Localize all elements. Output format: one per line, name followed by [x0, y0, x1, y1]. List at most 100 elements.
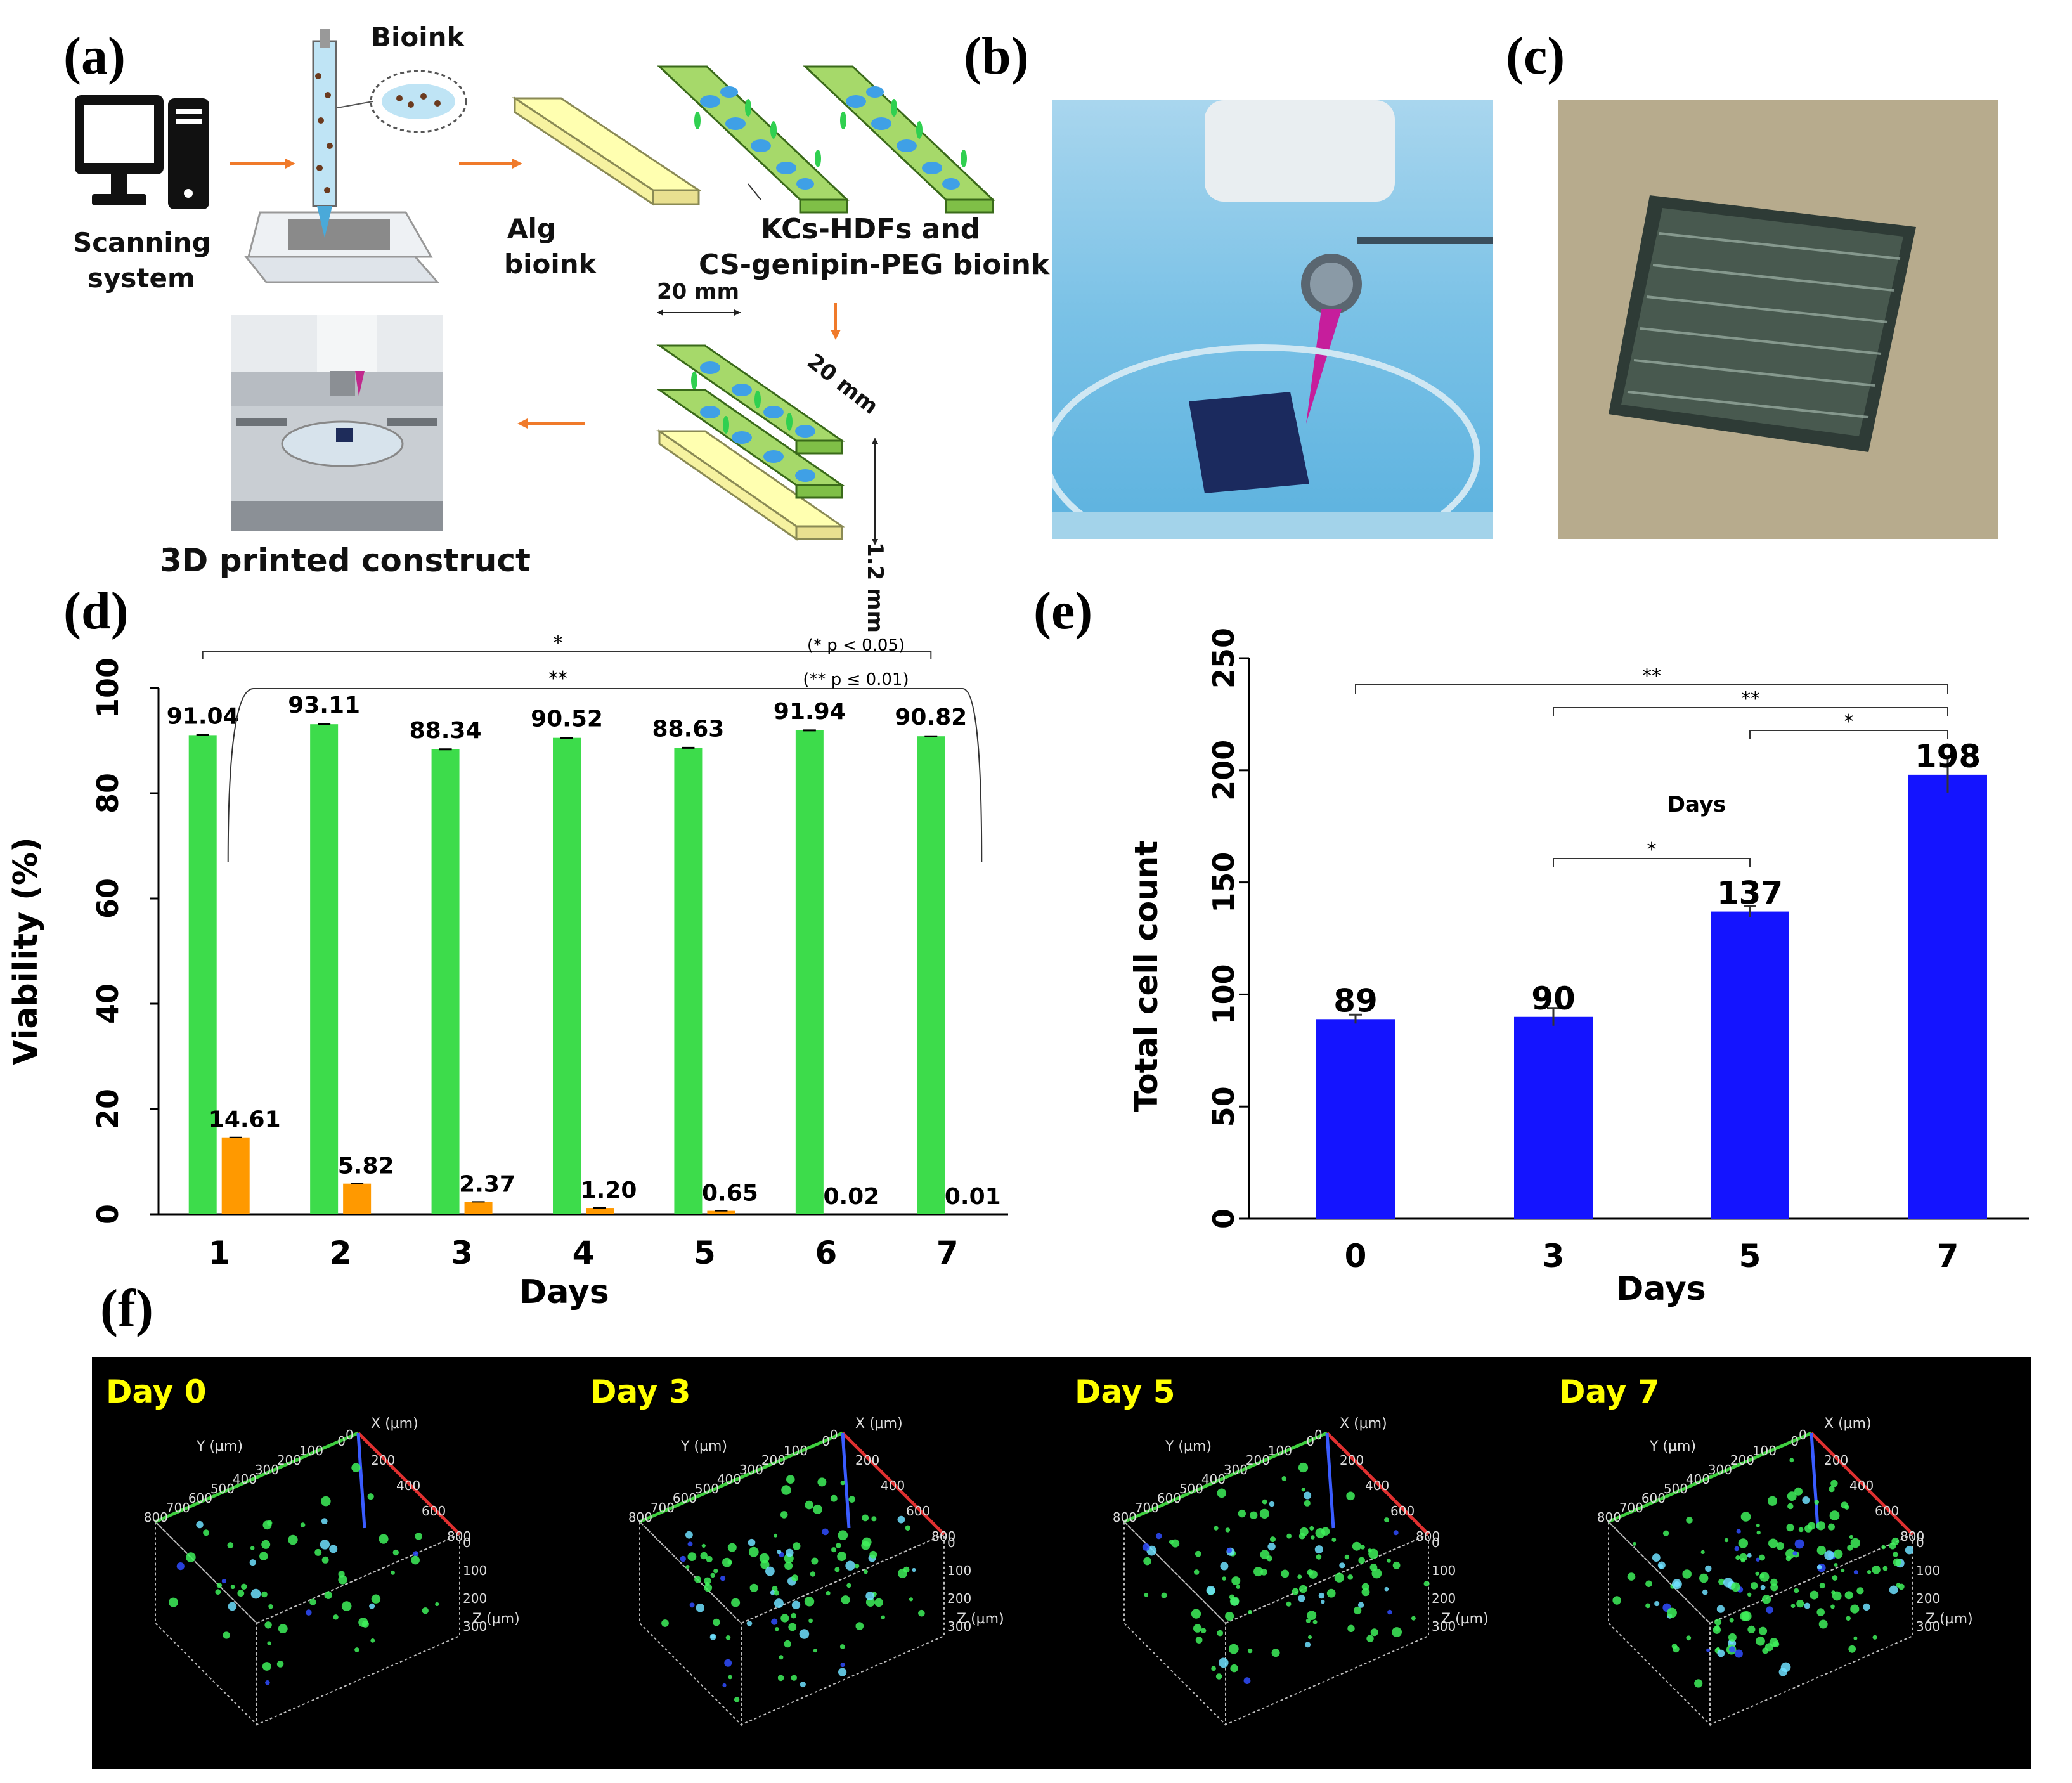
confocal-cell-dot	[1773, 1641, 1780, 1647]
confocal-y-tick: 700	[1619, 1500, 1643, 1515]
confocal-cell-dot	[413, 1551, 419, 1557]
confocal-cell-dot	[1808, 1522, 1816, 1530]
confocal-cell-dot	[1794, 1539, 1804, 1549]
x-tick-label: 7	[936, 1235, 959, 1271]
confocal-cell-dot	[1387, 1559, 1391, 1563]
confocal-cell-dot	[1321, 1599, 1325, 1604]
confocal-z-title: Z (µm)	[957, 1611, 1004, 1627]
stacked-construct-icon	[656, 309, 878, 545]
bar-dead	[221, 1137, 250, 1214]
confocal-box-left	[155, 1520, 257, 1727]
confocal-cell-dot	[1281, 1569, 1290, 1578]
confocal-cell-dot	[1226, 1547, 1233, 1553]
confocal-cell-dot	[237, 1590, 245, 1597]
confocal-cell-dot	[1311, 1535, 1315, 1540]
confocal-cell-dot	[196, 1520, 204, 1529]
confocal-cell-dot	[1612, 1596, 1621, 1605]
confocal-cell-dot	[1191, 1609, 1201, 1619]
confocal-cell-dot	[1271, 1649, 1280, 1657]
confocal-y-tick: 700	[651, 1500, 675, 1515]
confocal-cell-dot	[1714, 1618, 1722, 1626]
significance-mark: *	[1844, 711, 1854, 733]
confocal-cell-dot	[1758, 1626, 1768, 1635]
confocal-cell-dot	[1770, 1578, 1778, 1586]
confocal-cell-dot	[276, 1661, 284, 1668]
confocal-cell-dot	[1269, 1501, 1275, 1507]
confocal-cell-dot	[1225, 1612, 1234, 1621]
confocal-cell-dot	[1347, 1624, 1355, 1632]
confocal-x-title: X (µm)	[1824, 1416, 1872, 1432]
confocal-cell-dot	[774, 1598, 784, 1609]
confocal-cell-dot	[784, 1562, 793, 1570]
confocal-x-tick: 400	[396, 1478, 420, 1493]
confocal-cell-dot	[863, 1569, 868, 1574]
confocal-cell-dot	[1768, 1538, 1778, 1548]
confocal-cell-dot	[1361, 1588, 1370, 1597]
confocal-cell-dot	[1219, 1657, 1229, 1668]
printing-photo	[1052, 100, 1493, 539]
confocal-cell-dot	[1740, 1512, 1751, 1522]
confocal-cell-dot	[1700, 1550, 1705, 1554]
confocal-cell-dot	[1819, 1583, 1825, 1589]
confocal-graphic: Day 0X (µm)Y (µm)Z (µm)02004006008000100…	[106, 1373, 1973, 1727]
confocal-cell-dot	[1816, 1564, 1822, 1570]
confocal-y-tick: 500	[695, 1481, 719, 1496]
confocal-cell-dot	[1645, 1580, 1652, 1588]
confocal-cell-dot	[1729, 1618, 1734, 1623]
confocal-cell-dot	[309, 1598, 316, 1605]
confocal-cell-dot	[261, 1591, 268, 1598]
significance-bracket-2	[227, 688, 983, 863]
confocal-cell-dot	[1309, 1570, 1318, 1579]
confocal-cell-dot	[685, 1531, 693, 1539]
confocal-y-tick: 300	[1708, 1462, 1732, 1477]
confocal-cell-dot	[813, 1649, 817, 1653]
confocal-cell-dot	[1370, 1628, 1378, 1637]
confocal-cell-dot	[791, 1612, 796, 1619]
confocal-cell-dot	[1662, 1530, 1669, 1536]
bar-live	[674, 748, 703, 1214]
confocal-x-title: X (µm)	[855, 1416, 903, 1432]
significance-mark: **	[1642, 665, 1661, 687]
confocal-cell-dot	[1304, 1500, 1311, 1507]
x-tick-label: 2	[330, 1235, 352, 1271]
confocal-cell-dot	[1387, 1609, 1392, 1615]
confocal-cell-dot	[215, 1589, 221, 1595]
scanning-label-line2: system	[87, 263, 195, 294]
confocal-z-tick: 300	[1916, 1619, 1940, 1634]
confocal-cell-dot	[203, 1529, 210, 1536]
confocal-cell-dot	[1790, 1604, 1796, 1608]
confocal-cell-dot	[780, 1511, 788, 1519]
confocal-cell-dot	[786, 1475, 795, 1484]
confocal-cell-dot	[1392, 1561, 1401, 1569]
confocal-y-tick: 500	[1664, 1481, 1688, 1496]
data-label-live: 91.04	[167, 703, 239, 729]
schematic-graphic	[75, 29, 995, 545]
confocal-box-top	[1607, 1432, 1914, 1624]
construct-caption: 3D printed construct	[160, 542, 531, 579]
data-label-dead: 0.02	[823, 1184, 879, 1210]
confocal-cell-dot	[1786, 1524, 1794, 1532]
confocal-cell-dot	[727, 1560, 732, 1565]
confocal-y-tick: 800	[1113, 1510, 1137, 1525]
confocal-cell-dot	[760, 1560, 770, 1569]
confocal-cell-dot	[775, 1627, 779, 1631]
confocal-x-axis-line	[841, 1432, 945, 1536]
y-tick-label: 0	[1207, 1209, 1241, 1229]
confocal-cell-dot	[391, 1570, 395, 1575]
confocal-cell-dot	[817, 1477, 827, 1487]
confocal-cell-dot	[1392, 1627, 1402, 1637]
confocal-cell-dot	[687, 1541, 693, 1547]
confocal-cell-dot	[841, 1595, 850, 1605]
x-tick-label: 7	[1937, 1238, 1959, 1274]
confocal-z-tick: 300	[463, 1619, 487, 1634]
confocal-cell-dot	[1846, 1616, 1851, 1621]
confocal-cell-dot	[1144, 1593, 1149, 1597]
y-tick-label: 0	[91, 1204, 125, 1224]
confocal-box-top	[638, 1432, 945, 1624]
computer-icon	[75, 95, 209, 209]
cell-count-chart: 0 50 100 150 200 250 Total cell count 89 0 90 3 137…	[1128, 628, 2029, 1308]
confocal-cell-dot	[748, 1538, 756, 1546]
confocal-cell-dot	[1315, 1528, 1326, 1538]
confocal-box-left	[639, 1520, 742, 1727]
data-label-live: 90.52	[531, 706, 603, 732]
